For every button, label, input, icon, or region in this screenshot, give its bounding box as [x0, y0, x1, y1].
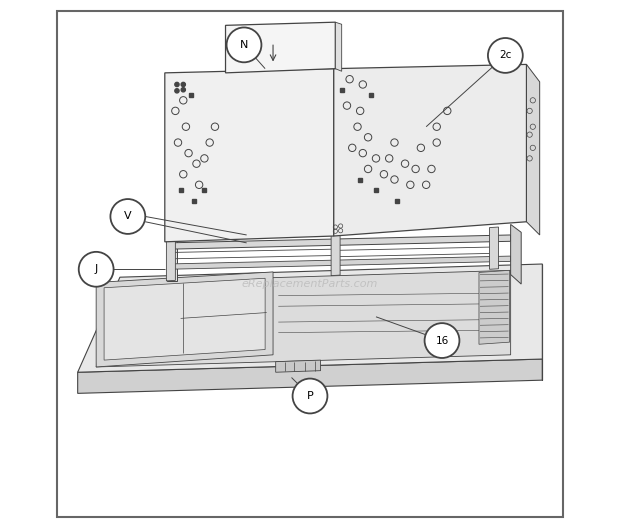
- Circle shape: [425, 323, 459, 358]
- Circle shape: [488, 38, 523, 73]
- Circle shape: [79, 252, 113, 287]
- Polygon shape: [96, 270, 511, 367]
- Polygon shape: [511, 224, 521, 284]
- Circle shape: [293, 379, 327, 413]
- Polygon shape: [334, 64, 526, 236]
- Polygon shape: [104, 278, 265, 360]
- Polygon shape: [167, 207, 177, 281]
- Text: P: P: [307, 391, 313, 401]
- Text: N: N: [240, 40, 248, 50]
- Polygon shape: [331, 232, 340, 276]
- Text: 16: 16: [435, 336, 449, 345]
- Polygon shape: [335, 22, 342, 71]
- Circle shape: [175, 89, 179, 93]
- Polygon shape: [490, 227, 498, 269]
- Polygon shape: [526, 64, 539, 235]
- Polygon shape: [165, 69, 334, 242]
- Text: J: J: [94, 265, 98, 274]
- Polygon shape: [167, 200, 283, 207]
- Text: eReplacementParts.com: eReplacementParts.com: [242, 279, 378, 289]
- Polygon shape: [276, 360, 321, 372]
- Polygon shape: [78, 264, 542, 372]
- Polygon shape: [479, 270, 510, 344]
- Text: 2c: 2c: [499, 51, 511, 60]
- Polygon shape: [167, 235, 511, 249]
- Circle shape: [181, 88, 185, 92]
- Circle shape: [110, 199, 145, 234]
- Text: V: V: [124, 212, 131, 221]
- Polygon shape: [167, 256, 511, 269]
- Polygon shape: [96, 272, 273, 367]
- Polygon shape: [166, 233, 175, 281]
- Circle shape: [226, 27, 262, 62]
- Polygon shape: [78, 359, 542, 393]
- Circle shape: [175, 82, 179, 87]
- Polygon shape: [226, 22, 335, 73]
- Circle shape: [181, 82, 185, 87]
